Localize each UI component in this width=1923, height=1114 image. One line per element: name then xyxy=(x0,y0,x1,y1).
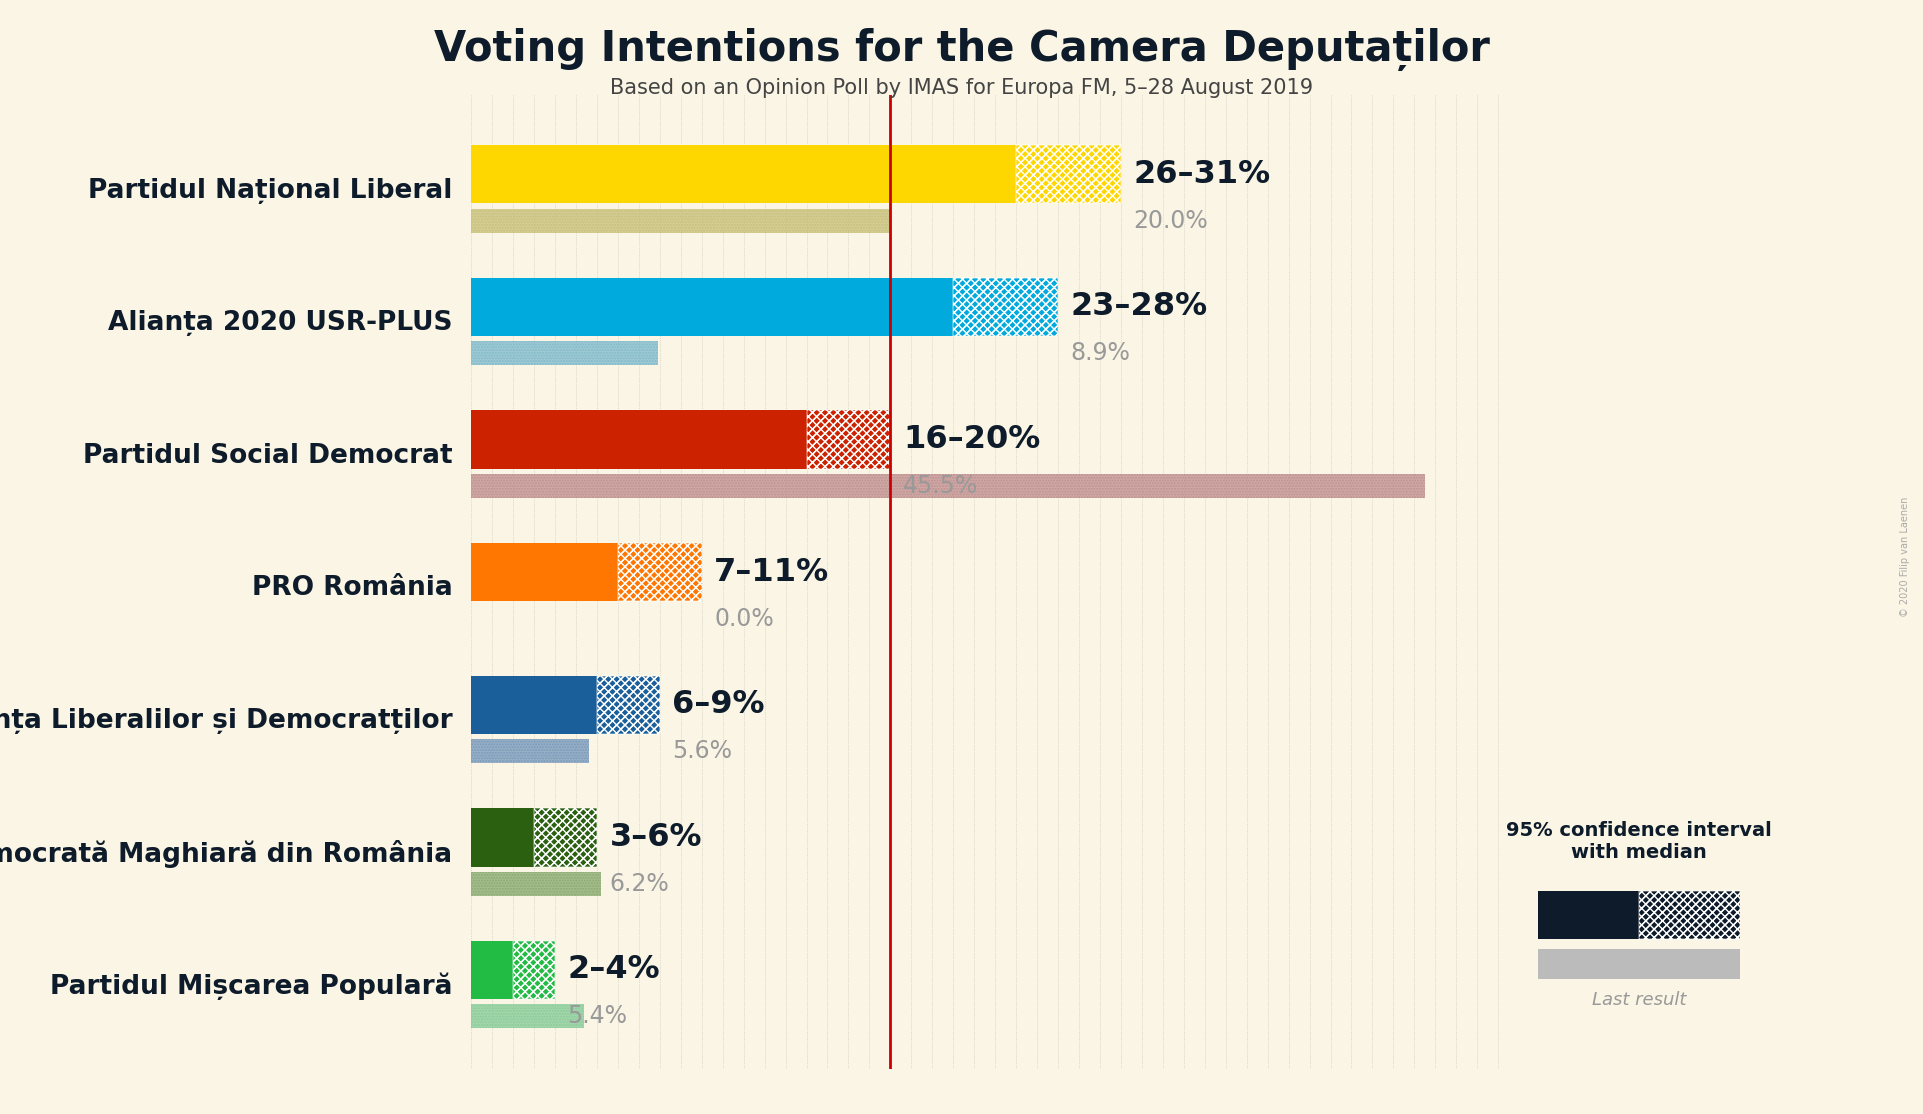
Text: 8.9%: 8.9% xyxy=(1071,341,1131,365)
Text: 7–11%: 7–11% xyxy=(713,557,829,587)
Text: Last result: Last result xyxy=(1592,991,1686,1009)
Bar xyxy=(596,675,660,734)
Text: 6.2%: 6.2% xyxy=(610,872,669,896)
Bar xyxy=(617,543,702,602)
Bar xyxy=(471,872,602,896)
Bar xyxy=(806,410,890,469)
Bar xyxy=(1640,890,1740,939)
Bar xyxy=(471,341,658,365)
Text: © 2020 Filip van Laenen: © 2020 Filip van Laenen xyxy=(1900,497,1910,617)
Text: 5.6%: 5.6% xyxy=(673,740,733,763)
Bar xyxy=(513,941,556,999)
Bar xyxy=(471,675,596,734)
Bar xyxy=(471,543,617,602)
Bar xyxy=(1015,145,1121,204)
Text: 95% confidence interval
with median: 95% confidence interval with median xyxy=(1506,821,1773,862)
Text: 5.4%: 5.4% xyxy=(567,1005,627,1028)
Bar xyxy=(471,941,513,999)
Text: 20.0%: 20.0% xyxy=(1133,208,1208,233)
Text: 23–28%: 23–28% xyxy=(1071,292,1208,322)
Bar xyxy=(535,808,596,867)
Bar xyxy=(471,740,588,763)
Bar xyxy=(596,675,660,734)
Bar xyxy=(471,473,1425,498)
Bar xyxy=(1538,890,1640,939)
Bar xyxy=(1640,890,1740,939)
Bar xyxy=(471,145,1015,204)
Bar xyxy=(806,410,890,469)
Bar xyxy=(471,473,1425,498)
Bar xyxy=(1015,145,1121,204)
Text: 16–20%: 16–20% xyxy=(904,424,1040,455)
Bar xyxy=(1538,949,1740,979)
Bar xyxy=(513,941,556,999)
Text: 45.5%: 45.5% xyxy=(904,473,979,498)
Bar xyxy=(954,277,1058,336)
Text: 26–31%: 26–31% xyxy=(1133,159,1271,189)
Text: 2–4%: 2–4% xyxy=(567,955,660,986)
Bar xyxy=(535,808,596,867)
Bar xyxy=(471,341,658,365)
Bar xyxy=(954,277,1058,336)
Bar xyxy=(471,1005,585,1028)
Text: 6–9%: 6–9% xyxy=(673,690,765,721)
Bar xyxy=(471,740,588,763)
Bar xyxy=(471,872,602,896)
Bar xyxy=(617,543,702,602)
Bar xyxy=(471,1005,585,1028)
Text: Based on an Opinion Poll by IMAS for Europa FM, 5–28 August 2019: Based on an Opinion Poll by IMAS for Eur… xyxy=(610,78,1313,98)
Bar xyxy=(471,808,535,867)
Bar xyxy=(471,277,954,336)
Text: Voting Intentions for the Camera Deputaților: Voting Intentions for the Camera Deputaț… xyxy=(433,28,1490,71)
Bar xyxy=(471,410,806,469)
Bar xyxy=(471,208,890,233)
Text: 3–6%: 3–6% xyxy=(610,822,702,853)
Text: 0.0%: 0.0% xyxy=(713,606,775,631)
Bar xyxy=(471,208,890,233)
